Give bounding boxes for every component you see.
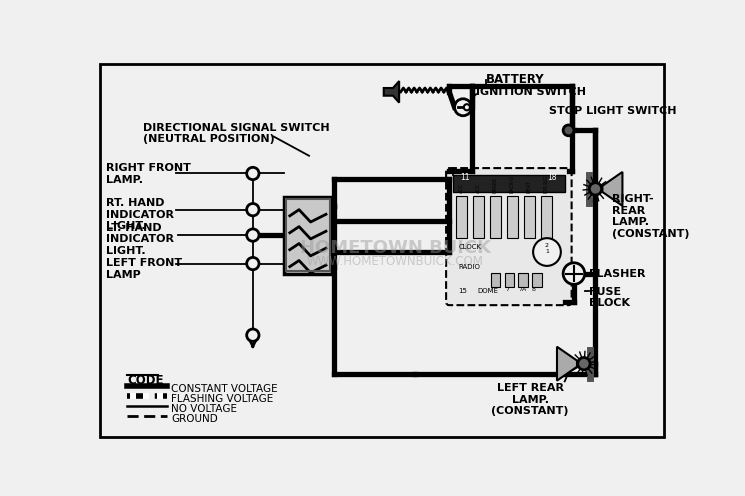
Text: 18: 18 (547, 173, 557, 182)
Text: 15: 15 (459, 288, 467, 294)
Text: FLASHING VOLTAGE: FLASHING VOLTAGE (171, 394, 273, 404)
Text: FUSE
BLOCK: FUSE BLOCK (589, 287, 630, 309)
Circle shape (247, 329, 259, 341)
Bar (156, 393, 162, 399)
Circle shape (464, 104, 470, 110)
Text: 7A: 7A (519, 287, 527, 292)
Circle shape (247, 167, 259, 180)
Bar (507, 196, 518, 238)
Text: ACC: ACC (476, 183, 481, 193)
Circle shape (454, 99, 472, 116)
Text: ACC: ACC (459, 183, 464, 193)
Text: RIGHT-
REAR
LAMP.
(CONSTANT): RIGHT- REAR LAMP. (CONSTANT) (612, 194, 690, 239)
Bar (456, 196, 467, 238)
Bar (284, 196, 332, 274)
Text: GROUND: GROUND (171, 414, 218, 424)
Circle shape (563, 263, 585, 284)
Bar (143, 393, 149, 399)
Polygon shape (603, 172, 622, 206)
Bar (504, 273, 514, 287)
Bar (533, 273, 542, 287)
Bar (473, 196, 484, 238)
Text: NO VOLTAGE: NO VOLTAGE (171, 404, 237, 414)
Bar (524, 196, 535, 238)
Text: RT. HAND
INDICATOR
LIGHT.: RT. HAND INDICATOR LIGHT. (106, 198, 174, 231)
Circle shape (247, 203, 259, 216)
Text: HOMETOWN BUICK: HOMETOWN BUICK (299, 239, 491, 257)
Text: CONSTANT VOLTAGE: CONSTANT VOLTAGE (171, 384, 278, 394)
Text: WWW.HOMETOWNBUICK.COM: WWW.HOMETOWNBUICK.COM (307, 255, 484, 268)
Bar (541, 196, 551, 238)
Text: LEFT FRONT
LAMP: LEFT FRONT LAMP (106, 258, 182, 280)
Text: LEFT REAR
LAMP.
(CONSTANT): LEFT REAR LAMP. (CONSTANT) (491, 383, 568, 416)
Text: HEAT: HEAT (527, 180, 532, 193)
Polygon shape (384, 81, 399, 103)
Text: RADIO: RADIO (458, 263, 481, 269)
Circle shape (533, 238, 561, 266)
Text: FLASHER: FLASHER (589, 269, 646, 279)
Text: RIGHT FRONT
LAMP.: RIGHT FRONT LAMP. (106, 164, 191, 185)
Text: CODE: CODE (127, 373, 164, 387)
FancyBboxPatch shape (446, 168, 571, 305)
Text: BACK-U: BACK-U (510, 175, 515, 193)
Bar (286, 199, 330, 271)
Text: IGNITION SWITCH: IGNITION SWITCH (476, 87, 586, 97)
Circle shape (247, 257, 259, 270)
Circle shape (589, 183, 602, 195)
Text: BATTERY: BATTERY (486, 73, 545, 86)
Bar (519, 273, 527, 287)
Bar (491, 273, 500, 287)
Text: CLOCK: CLOCK (458, 245, 481, 250)
Bar (490, 196, 501, 238)
Text: 7: 7 (505, 287, 509, 292)
Text: 11: 11 (460, 173, 469, 182)
Text: STOP LIGHT SWITCH: STOP LIGHT SWITCH (549, 106, 676, 116)
Bar (453, 175, 565, 192)
Circle shape (247, 229, 259, 241)
Text: BRAKE: BRAKE (493, 177, 498, 193)
Polygon shape (557, 347, 577, 380)
Text: 8: 8 (532, 287, 536, 292)
Text: LT. HAND
INDICATOR
LIGHT.: LT. HAND INDICATOR LIGHT. (106, 223, 174, 256)
Text: DOME: DOME (478, 288, 498, 294)
Bar (130, 393, 136, 399)
Text: DIRECTIONAL SIGNAL SWITCH
(NEUTRAL POSITION): DIRECTIONAL SIGNAL SWITCH (NEUTRAL POSIT… (143, 123, 329, 144)
Circle shape (578, 358, 590, 370)
Circle shape (563, 125, 574, 136)
Text: 2
1: 2 1 (545, 243, 549, 253)
Text: DIR.SIG: DIR.SIG (544, 175, 549, 193)
